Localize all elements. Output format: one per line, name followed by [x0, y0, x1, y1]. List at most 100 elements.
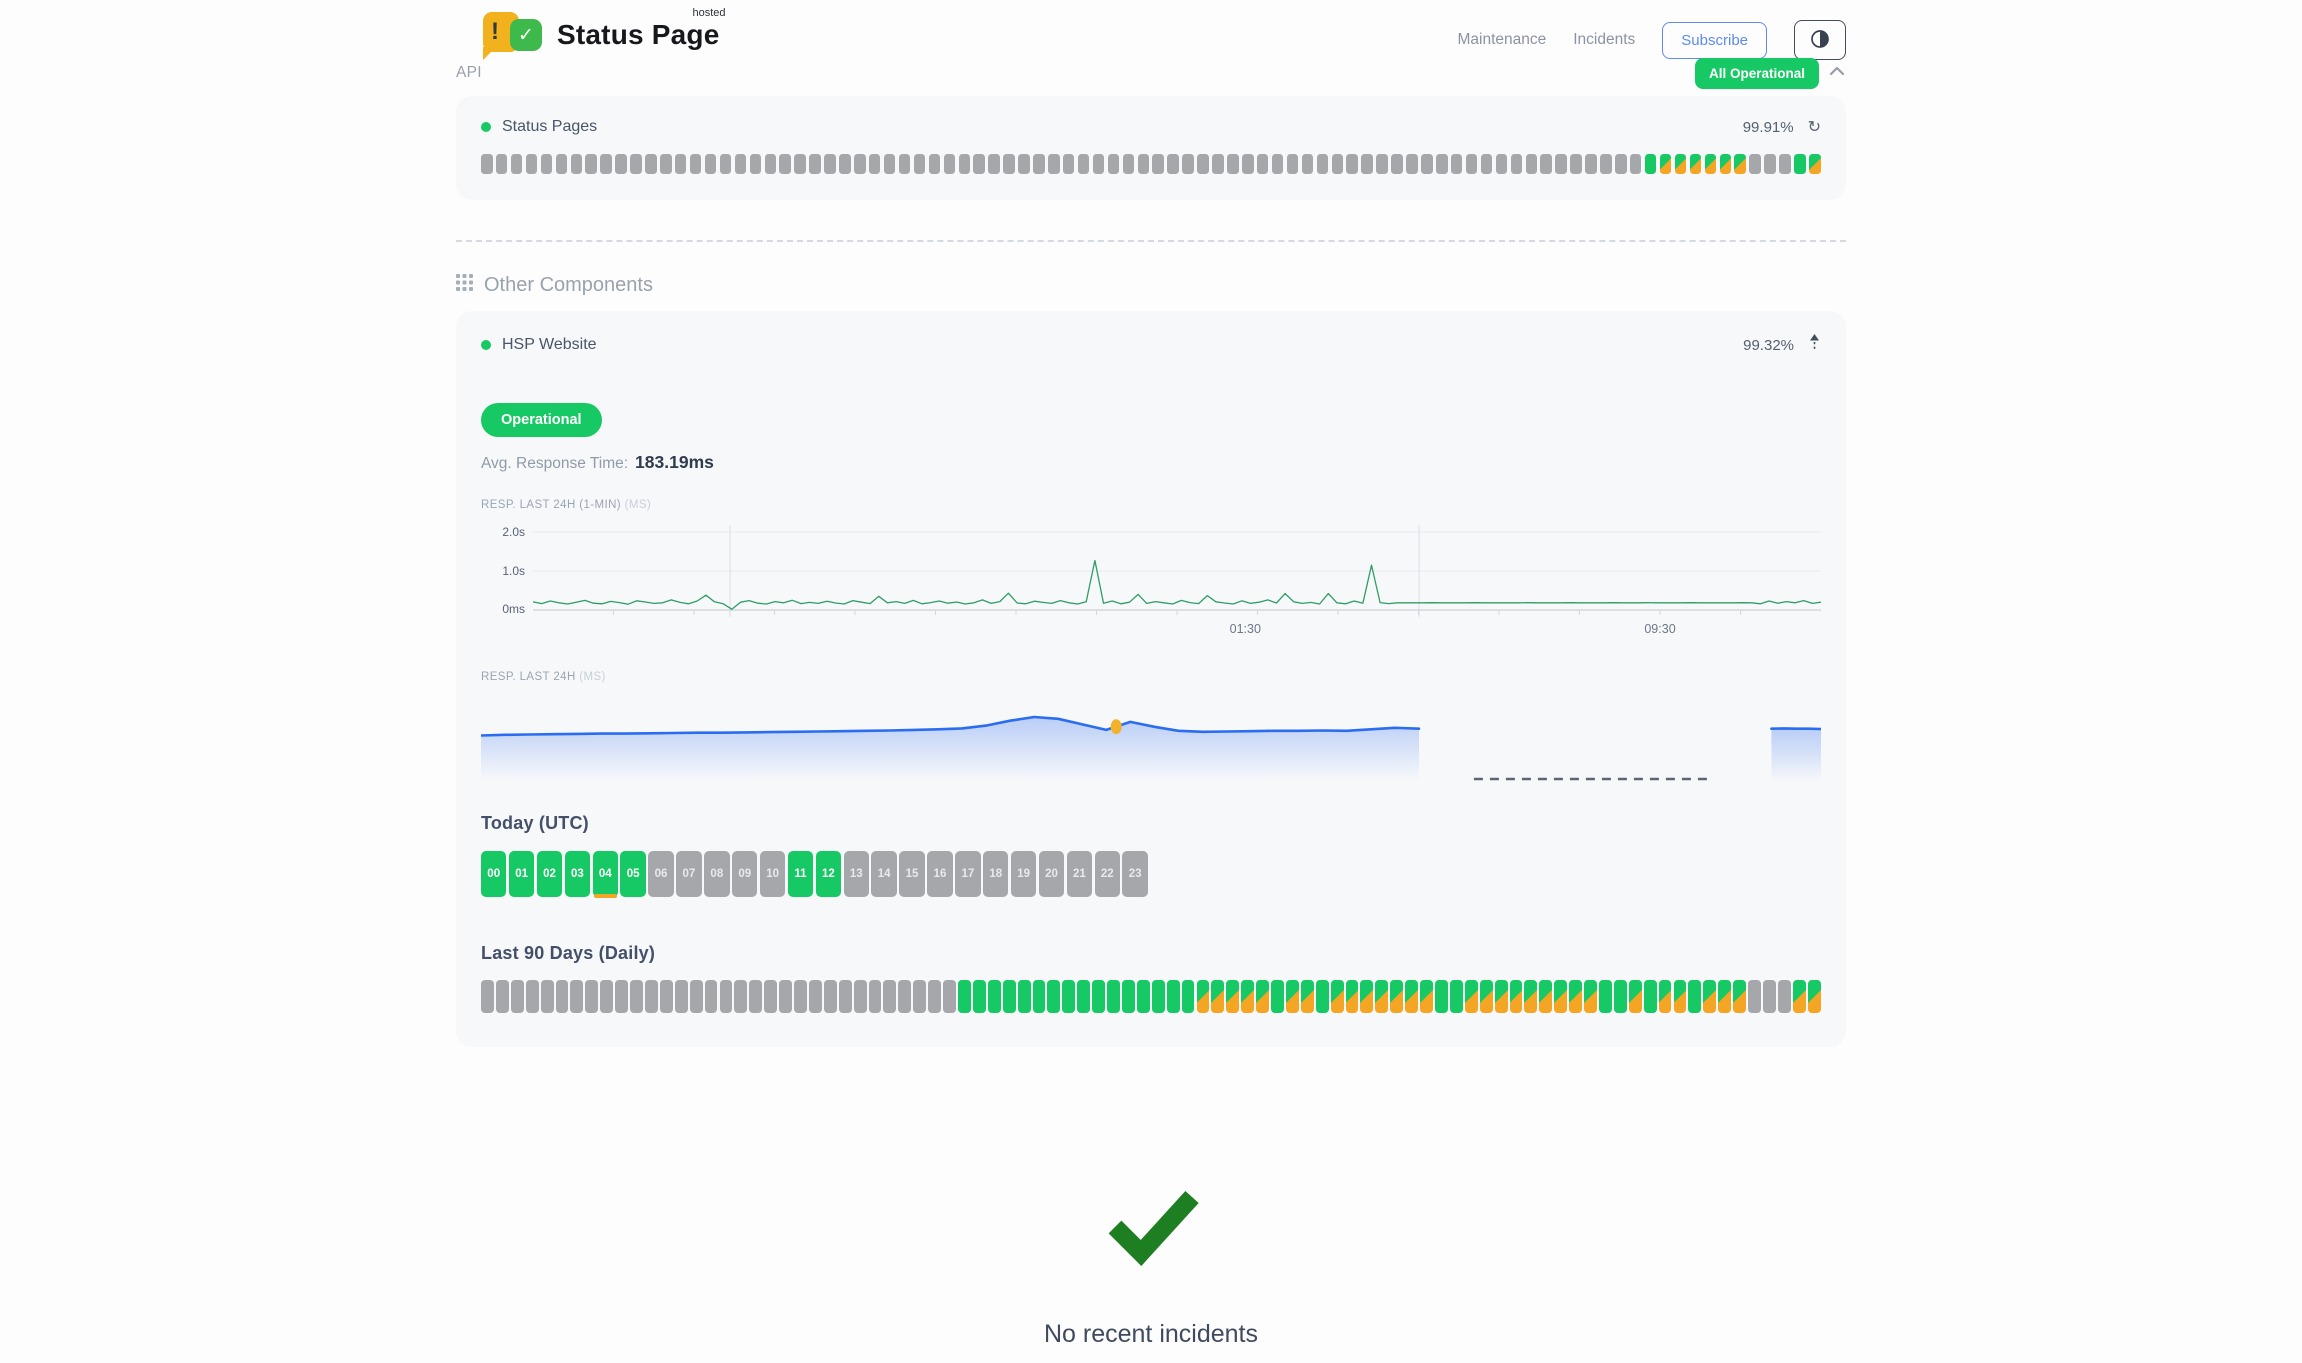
uptime-block-no-data[interactable] — [1018, 154, 1030, 174]
uptime-block-operational[interactable] — [987, 980, 1001, 1013]
nav-maintenance[interactable]: Maintenance — [1457, 31, 1547, 48]
uptime-block-no-data[interactable] — [555, 154, 568, 174]
uptime-block-no-data[interactable] — [1510, 154, 1523, 174]
uptime-block-no-data[interactable] — [913, 980, 927, 1013]
uptime-block-no-data[interactable] — [689, 154, 702, 174]
uptime-block-degraded[interactable] — [1300, 980, 1314, 1013]
uptime-block-operational[interactable] — [1017, 980, 1031, 1013]
uptime-block-no-data[interactable] — [1271, 154, 1284, 174]
uptime-block-no-data[interactable] — [1555, 154, 1567, 174]
uptime-block-degraded[interactable] — [1330, 980, 1344, 1013]
uptime-block-no-data[interactable] — [1346, 154, 1358, 174]
uptime-block-no-data[interactable] — [868, 154, 881, 174]
uptime-block-no-data[interactable] — [1167, 154, 1179, 174]
uptime-block-no-data[interactable] — [853, 980, 867, 1013]
uptime-block-no-data[interactable] — [779, 154, 791, 174]
uptime-block-no-data[interactable] — [764, 154, 777, 174]
uptime-block-no-data[interactable] — [510, 980, 524, 1013]
uptime-block-no-data[interactable] — [898, 154, 911, 174]
subscribe-button[interactable]: Subscribe — [1662, 21, 1767, 59]
uptime-block-degraded[interactable] — [1719, 154, 1732, 174]
uptime-block-no-data[interactable] — [988, 154, 1000, 174]
uptime-block-operational[interactable] — [1598, 980, 1612, 1013]
uptime-block-no-data[interactable] — [615, 154, 627, 174]
uptime-block-operational[interactable] — [1166, 980, 1180, 1013]
uptime-block-degraded[interactable] — [1479, 980, 1493, 1013]
uptime-block-no-data[interactable] — [1316, 154, 1329, 174]
uptime-block-no-data[interactable] — [734, 154, 747, 174]
uptime-block-degraded[interactable] — [1792, 980, 1806, 1013]
hour-block-11[interactable]: 11 — [787, 851, 814, 897]
uptime-block-no-data[interactable] — [525, 154, 538, 174]
uptime-block-no-data[interactable] — [704, 980, 718, 1013]
uptime-block-no-data[interactable] — [1762, 980, 1776, 1013]
uptime-block-degraded[interactable] — [1554, 980, 1568, 1013]
uptime-block-no-data[interactable] — [1749, 154, 1761, 174]
uptime-block-degraded[interactable] — [1539, 980, 1553, 1013]
uptime-block-no-data[interactable] — [1197, 154, 1209, 174]
uptime-block-no-data[interactable] — [1585, 154, 1597, 174]
uptime-block-no-data[interactable] — [973, 154, 985, 174]
uptime-block-degraded[interactable] — [1809, 154, 1821, 174]
uptime-block-operational[interactable] — [1181, 980, 1195, 1013]
uptime-block-degraded[interactable] — [1569, 980, 1583, 1013]
hour-block-15[interactable]: 15 — [899, 851, 925, 897]
hour-block-08[interactable]: 08 — [704, 851, 730, 897]
uptime-block-no-data[interactable] — [555, 980, 569, 1013]
hour-block-02[interactable]: 02 — [536, 851, 563, 897]
uptime-block-degraded[interactable] — [1390, 980, 1404, 1013]
refresh-icon[interactable]: ↻ — [1807, 117, 1821, 136]
hour-block-05[interactable]: 05 — [620, 851, 646, 897]
uptime-block-degraded[interactable] — [1420, 980, 1433, 1013]
uptime-block-no-data[interactable] — [600, 980, 614, 1013]
uptime-block-no-data[interactable] — [525, 980, 539, 1013]
uptime-block-no-data[interactable] — [481, 980, 494, 1013]
hour-block-19[interactable]: 19 — [1010, 851, 1037, 897]
uptime-block-no-data[interactable] — [495, 980, 509, 1013]
uptime-block-no-data[interactable] — [1450, 154, 1463, 174]
hour-block-21[interactable]: 21 — [1066, 851, 1093, 897]
uptime-block-operational[interactable] — [1449, 980, 1463, 1013]
hour-block-07[interactable]: 07 — [676, 851, 702, 897]
uptime-block-no-data[interactable] — [570, 980, 584, 1013]
uptime-block-no-data[interactable] — [1048, 154, 1060, 174]
chevron-up-icon[interactable] — [1828, 64, 1846, 83]
uptime-block-operational[interactable] — [1062, 980, 1076, 1013]
brand-logo[interactable]: ! ✓ Status Page hosted — [456, 7, 725, 60]
uptime-block-operational[interactable] — [1794, 154, 1806, 174]
uptime-block-degraded[interactable] — [1211, 980, 1225, 1013]
uptime-block-no-data[interactable] — [1406, 154, 1418, 174]
uptime-block-no-data[interactable] — [824, 154, 836, 174]
uptime-block-degraded[interactable] — [1659, 154, 1672, 174]
uptime-block-no-data[interactable] — [883, 980, 897, 1013]
nav-incidents[interactable]: Incidents — [1573, 31, 1636, 48]
uptime-block-no-data[interactable] — [1525, 154, 1538, 174]
uptime-block-no-data[interactable] — [1615, 154, 1627, 174]
uptime-block-no-data[interactable] — [1495, 154, 1508, 174]
uptime-block-degraded[interactable] — [1375, 980, 1389, 1013]
uptime-block-degraded[interactable] — [1704, 154, 1717, 174]
uptime-block-no-data[interactable] — [1003, 154, 1015, 174]
uptime-block-operational[interactable] — [1107, 980, 1120, 1013]
uptime-block-degraded[interactable] — [1360, 980, 1374, 1013]
uptime-block-degraded[interactable] — [1584, 980, 1597, 1013]
uptime-block-no-data[interactable] — [585, 154, 597, 174]
uptime-block-no-data[interactable] — [943, 980, 956, 1013]
uptime-block-no-data[interactable] — [1331, 154, 1344, 174]
hour-block-17[interactable]: 17 — [955, 851, 981, 897]
uptime-block-no-data[interactable] — [719, 154, 732, 174]
uptime-block-operational[interactable] — [1047, 980, 1061, 1013]
uptime-block-no-data[interactable] — [1600, 154, 1612, 174]
uptime-block-no-data[interactable] — [630, 980, 643, 1013]
uptime-block-operational[interactable] — [1315, 980, 1329, 1013]
uptime-block-degraded[interactable] — [1256, 980, 1270, 1013]
uptime-block-degraded[interactable] — [1345, 980, 1359, 1013]
uptime-block-operational[interactable] — [1002, 980, 1016, 1013]
uptime-block-no-data[interactable] — [1777, 980, 1791, 1013]
uptime-block-operational[interactable] — [1688, 980, 1702, 1013]
uptime-block-no-data[interactable] — [1137, 154, 1150, 174]
uptime-block-no-data[interactable] — [1212, 154, 1224, 174]
uptime-block-no-data[interactable] — [1376, 154, 1388, 174]
uptime-block-no-data[interactable] — [809, 154, 821, 174]
uptime-block-no-data[interactable] — [1256, 154, 1269, 174]
